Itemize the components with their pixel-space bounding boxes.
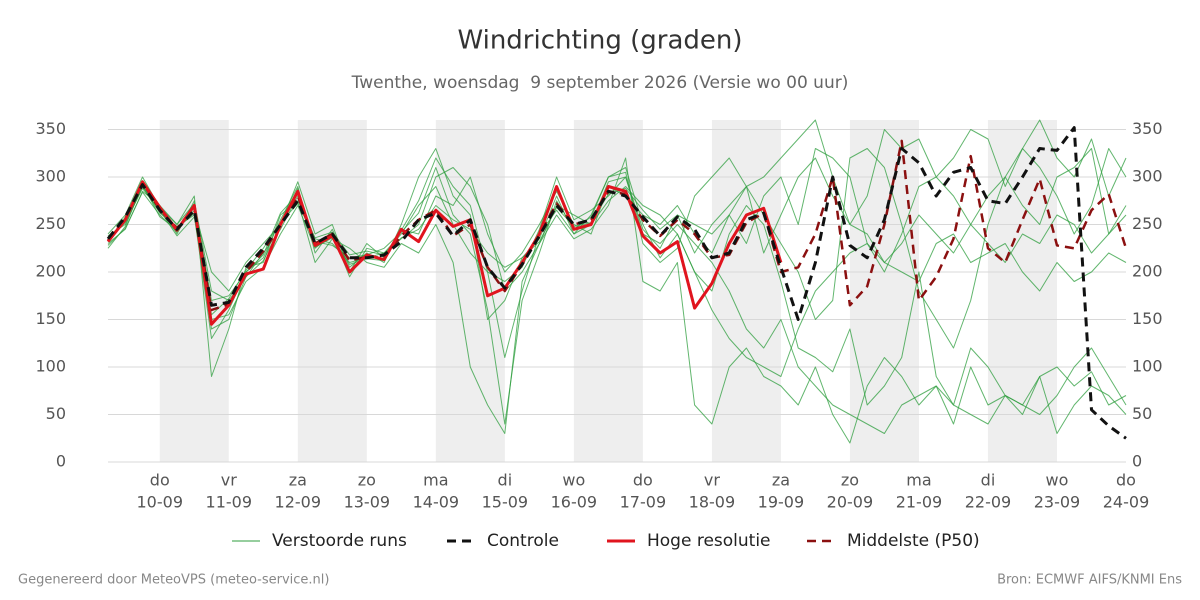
x-tick-day: do (150, 471, 170, 490)
x-tick-date: 19-09 (758, 493, 805, 512)
y2-tick-label: 0 (1132, 452, 1142, 471)
x-tick-day: za (289, 471, 307, 490)
x-tick-date: 23-09 (1034, 493, 1081, 512)
day-shade (987, 120, 1057, 462)
x-tick-day: ma (906, 471, 931, 490)
y2-tick-label: 150 (1132, 309, 1163, 328)
x-tick-day: ma (423, 471, 448, 490)
y-tick-label: 250 (35, 214, 66, 233)
ensemble-line (107, 167, 1127, 377)
x-tick-day: za (772, 471, 790, 490)
x-tick-day: di (981, 471, 996, 490)
ensemble-line (107, 157, 1127, 444)
x-tick-day: di (498, 471, 513, 490)
y2-tick-label: 200 (1132, 262, 1163, 281)
x-tick-day: do (1116, 471, 1136, 490)
x-tick-day: vr (221, 471, 237, 490)
x-tick-date: 15-09 (482, 493, 529, 512)
day-shade (711, 120, 781, 462)
day-shade (849, 120, 919, 462)
day-shade (573, 120, 643, 462)
legend-label: Controle (487, 531, 559, 551)
x-tick-day: vr (704, 471, 720, 490)
x-tick-date: 11-09 (206, 493, 253, 512)
y-tick-label: 200 (35, 262, 66, 281)
chart-title: Windrichting (graden) (457, 26, 742, 56)
x-tick-day: zo (358, 471, 376, 490)
day-shade (159, 120, 229, 462)
y-tick-label: 150 (35, 309, 66, 328)
x-tick-date: 18-09 (689, 493, 736, 512)
x-tick-day: wo (1046, 471, 1069, 490)
legend-label: Middelste (P50) (847, 531, 980, 551)
x-tick-date: 21-09 (896, 493, 943, 512)
legend-label: Hoge resolutie (647, 531, 771, 551)
y-tick-label: 100 (35, 357, 66, 376)
x-tick-date: 20-09 (827, 493, 874, 512)
x-tick-date: 12-09 (275, 493, 322, 512)
x-tick-date: 14-09 (413, 493, 460, 512)
y-tick-label: 350 (35, 119, 66, 138)
series-line (106, 126, 1127, 440)
x-tick-date: 13-09 (344, 493, 391, 512)
x-tick-date: 10-09 (137, 493, 184, 512)
y2-tick-label: 350 (1132, 119, 1163, 138)
x-tick-day: zo (841, 471, 859, 490)
day-shade (297, 120, 367, 462)
y-tick-label: 0 (56, 452, 66, 471)
y-tick-label: 50 (46, 404, 66, 423)
x-tick-date: 22-09 (965, 493, 1012, 512)
y-tick-label: 300 (35, 167, 66, 186)
y2-tick-label: 50 (1132, 404, 1152, 423)
legend-label: Verstoorde runs (272, 531, 407, 551)
footer-right: Bron: ECMWF AIFS/KNMI Ens (997, 573, 1182, 588)
y2-tick-label: 300 (1132, 167, 1163, 186)
y2-tick-label: 250 (1132, 214, 1163, 233)
footer-left: Gegenereerd door MeteoVPS (meteo-service… (18, 573, 329, 588)
x-tick-date: 17-09 (620, 493, 667, 512)
series-line (106, 180, 783, 326)
x-tick-day: wo (562, 471, 585, 490)
ensemble-line (107, 148, 1127, 425)
chart-subtitle: Twenthe, woensdag 9 september 2026 (Vers… (351, 73, 849, 93)
y2-tick-label: 100 (1132, 357, 1163, 376)
x-tick-date: 16-09 (551, 493, 598, 512)
x-tick-day: do (633, 471, 653, 490)
x-tick-date: 24-09 (1103, 493, 1150, 512)
